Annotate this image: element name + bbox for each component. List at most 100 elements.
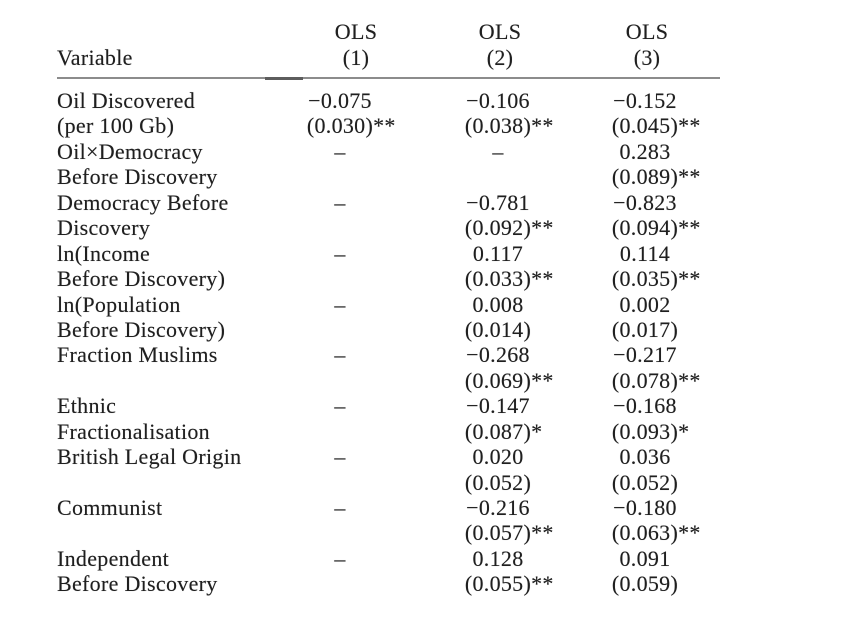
column-header-number-1: (1) bbox=[342, 45, 370, 70]
table-header-line-1: OLS OLS OLS bbox=[57, 19, 720, 45]
table-header-line-2: Variable (1) (2) (3) bbox=[57, 45, 720, 71]
row-label-line-2: Discovery bbox=[57, 215, 151, 241]
row-line-coefficient: Independent – 0.128 0.091 bbox=[57, 546, 720, 571]
standard-error-value: (0.052) bbox=[611, 469, 679, 495]
significance-stars: ** bbox=[678, 164, 701, 190]
row-label-line-1: Independent bbox=[57, 545, 170, 571]
row-label-line-2: Before Discovery bbox=[57, 571, 218, 597]
coefficient-cell: 0.114 bbox=[619, 240, 671, 266]
variable-column-header: Variable bbox=[57, 45, 133, 70]
significance-stars: ** bbox=[531, 215, 554, 241]
significance-stars: ** bbox=[531, 520, 554, 546]
standard-error-value: (0.035) ** bbox=[611, 266, 701, 292]
row-line-coefficient: Communist – −0.216 −0.180 bbox=[57, 495, 720, 520]
coefficient-cell: −0.268 bbox=[466, 342, 530, 368]
row-line-standard-error: (0.057) ** (0.063) ** bbox=[57, 520, 720, 545]
table-row: ln(Population –0.008 0.002 Before Discovery… bbox=[57, 292, 720, 343]
standard-error-value: (0.057) ** bbox=[464, 520, 554, 546]
standard-error-value: (0.045) ** bbox=[611, 113, 701, 139]
column-header-number-3: (3) bbox=[633, 45, 661, 70]
row-label-line-1: Ethnic bbox=[57, 393, 117, 419]
table-row: British Legal Origin –0.020 0.036 (0.052) (0… bbox=[57, 444, 720, 495]
standard-error-value: (0.017) bbox=[611, 316, 679, 342]
standard-error-cell: (0.033) ** bbox=[433, 266, 563, 291]
standard-error-cell: (0.038) ** bbox=[433, 113, 563, 138]
row-line-coefficient: ln(Population – 0.008 0.002 bbox=[57, 292, 720, 317]
row-line-coefficient: Democracy Before – −0.781 −0.823 bbox=[57, 190, 720, 215]
significance-stars: ** bbox=[531, 571, 554, 597]
row-line-coefficient: Oil Discovered −0.075 −0.106 −0.152 bbox=[57, 88, 720, 113]
row-line-coefficient: Oil×Democracy – – 0.283 bbox=[57, 139, 720, 164]
table-row: Communist – −0.216 −0.180 (0.057) ** (0.063) ** bbox=[57, 495, 720, 546]
coefficient-cell: – bbox=[334, 189, 346, 215]
standard-error-cell: (0.045) ** bbox=[580, 113, 710, 138]
column-header-number-2: (2) bbox=[486, 45, 514, 70]
standard-error-value: (0.094) ** bbox=[611, 215, 701, 241]
row-line-coefficient: ln(Income – 0.117 0.114 bbox=[57, 241, 720, 266]
coefficient-cell: – bbox=[334, 240, 346, 266]
row-label-line-2: Before Discovery bbox=[57, 164, 218, 190]
standard-error-value: (0.052) bbox=[464, 469, 532, 495]
significance-stars: ** bbox=[531, 266, 554, 292]
significance-stars: * bbox=[678, 418, 690, 444]
table-row: ln(Income – 0.117 0.114 Before Discovery) (0.… bbox=[57, 241, 720, 292]
row-label-line-2: Fractionalisation bbox=[57, 418, 210, 444]
row-line-standard-error: (0.052) (0.052) bbox=[57, 470, 720, 495]
coefficient-cell: 0.036 bbox=[619, 444, 671, 470]
row-line-standard-error: (0.069) ** (0.078) ** bbox=[57, 368, 720, 393]
coefficient-cell: – bbox=[334, 138, 346, 164]
coefficient-cell: 0.117 bbox=[472, 240, 524, 266]
standard-error-cell: (0.030) ** bbox=[275, 113, 405, 138]
standard-error-cell: (0.014) bbox=[433, 317, 563, 342]
standard-error-cell: (0.069) ** bbox=[433, 368, 563, 393]
row-label-line-1: Oil×Democracy bbox=[57, 138, 203, 164]
standard-error-value: (0.069) ** bbox=[464, 367, 554, 393]
row-line-standard-error: Before Discovery) (0.033) ** (0.035) ** bbox=[57, 266, 720, 291]
row-line-standard-error: Before Discovery) (0.014) (0.017) bbox=[57, 317, 720, 342]
significance-stars: ** bbox=[678, 367, 701, 393]
standard-error-cell: (0.059) bbox=[580, 571, 710, 596]
row-label-line-1: ln(Population bbox=[57, 291, 181, 317]
table-body: Oil Discovered −0.075 −0.106 −0.152 (per 100… bbox=[57, 88, 720, 597]
row-line-coefficient: Ethnic – −0.147 −0.168 bbox=[57, 393, 720, 418]
significance-stars: ** bbox=[531, 113, 554, 139]
row-line-standard-error: (per 100 Gb) (0.030) ** (0.038) ** (0.045) ** bbox=[57, 113, 720, 138]
header-rule bbox=[57, 77, 720, 80]
standard-error-cell: (0.057) ** bbox=[433, 520, 563, 545]
row-label-line-1: Oil Discovered bbox=[57, 88, 195, 113]
header-rule-dark-segment bbox=[265, 77, 303, 80]
row-label-line-1: Fraction Muslims bbox=[57, 342, 218, 368]
standard-error-value: (0.038) ** bbox=[464, 113, 554, 139]
standard-error-value: (0.059) bbox=[611, 571, 679, 597]
table-row: Oil Discovered −0.075 −0.106 −0.152 (per 100… bbox=[57, 88, 720, 139]
table-row: Oil×Democracy – – 0.283 Before Discovery (0.0… bbox=[57, 139, 720, 190]
coefficient-cell: −0.152 bbox=[613, 88, 677, 113]
row-line-coefficient: British Legal Origin – 0.020 0.036 bbox=[57, 444, 720, 469]
row-label-line-2: Before Discovery) bbox=[57, 316, 226, 342]
row-label-line-1: British Legal Origin bbox=[57, 444, 242, 470]
standard-error-value: (0.089) ** bbox=[611, 164, 701, 190]
table-row: Democracy Before – −0.781 −0.823 Discovery (0… bbox=[57, 190, 720, 241]
significance-stars: ** bbox=[678, 113, 701, 139]
standard-error-cell: (0.087) * bbox=[433, 419, 563, 444]
standard-error-cell: (0.017) bbox=[580, 317, 710, 342]
coefficient-cell: – bbox=[334, 495, 346, 520]
significance-stars: * bbox=[531, 418, 543, 444]
coefficient-cell: −0.823 bbox=[613, 189, 677, 215]
coefficient-cell: −0.168 bbox=[613, 393, 677, 419]
coefficient-cell: 0.008 bbox=[472, 291, 524, 317]
coefficient-cell: 0.128 bbox=[472, 545, 524, 571]
row-line-standard-error: Before Discovery (0.055) ** (0.059) bbox=[57, 571, 720, 596]
standard-error-cell: (0.089) ** bbox=[580, 164, 710, 189]
significance-stars: ** bbox=[678, 215, 701, 241]
standard-error-value: (0.055) ** bbox=[464, 571, 554, 597]
coefficient-cell: 0.002 bbox=[619, 291, 671, 317]
standard-error-cell: (0.094) ** bbox=[580, 215, 710, 240]
row-line-standard-error: Fractionalisation (0.087) * (0.093) * bbox=[57, 419, 720, 444]
coefficient-cell: −0.781 bbox=[466, 189, 530, 215]
coefficient-cell: 0.020 bbox=[472, 444, 524, 470]
table-row: Fraction Muslims – −0.268 −0.217 (0.069) ** (0… bbox=[57, 342, 720, 393]
coefficient-cell: −0.217 bbox=[613, 342, 677, 368]
coefficient-cell: – bbox=[334, 444, 346, 470]
